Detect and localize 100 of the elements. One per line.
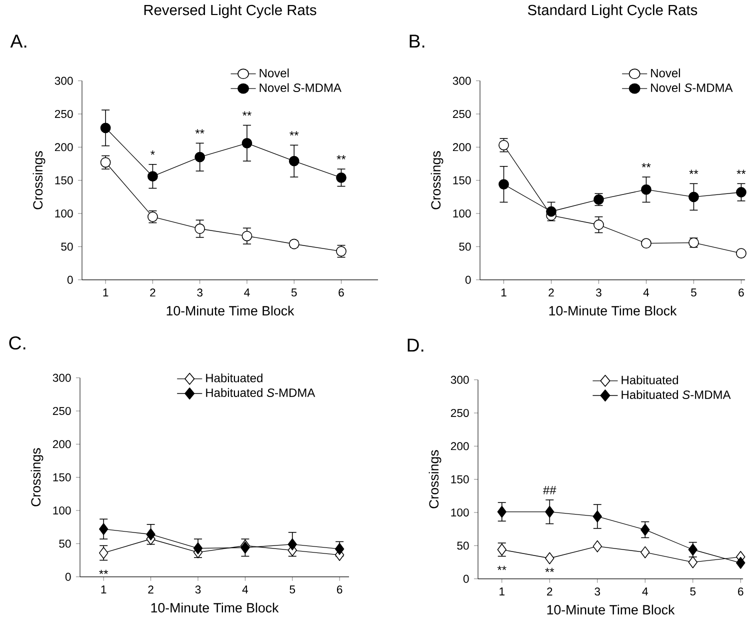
y-tick-label: 100	[453, 210, 471, 218]
x-tick-label: 5	[691, 288, 696, 297]
annotation: **	[689, 170, 698, 174]
legend-label: Novel S-MDMA	[651, 83, 733, 92]
x-tick-label: 2	[547, 588, 552, 596]
y-tick-label: 250	[450, 409, 469, 418]
text: A.	[10, 34, 26, 48]
point	[288, 538, 297, 550]
y-tick-label: 150	[451, 475, 469, 484]
point	[545, 506, 554, 518]
x-tick-label: 5	[690, 588, 696, 596]
y-tick-label: 200	[452, 143, 471, 152]
x-tick-label: 1	[501, 288, 506, 296]
x-tick-label: 4	[643, 288, 650, 296]
point	[99, 523, 108, 536]
y-tick-label: 300	[54, 76, 73, 85]
y-tick-label: 50	[61, 242, 73, 251]
point	[592, 540, 602, 552]
y-axis-title: Crossings	[428, 450, 442, 508]
y-axis-title: Crossings	[30, 448, 44, 506]
annotation: *	[150, 150, 155, 155]
x-tick-label: 1	[500, 588, 504, 596]
point	[736, 248, 746, 259]
x-tick-label: 6	[738, 588, 744, 596]
y-tick-label: 100	[55, 210, 73, 218]
y-tick-label: 150	[453, 176, 471, 184]
x-tick-label: 4	[244, 288, 250, 296]
y-tick-label: 0	[67, 276, 73, 284]
y-tick-label: 300	[52, 374, 71, 382]
annotation: **	[290, 131, 299, 136]
y-tick-label: 0	[463, 574, 469, 583]
y-tick-label: 100	[451, 508, 469, 517]
annotation: **	[195, 129, 204, 134]
text: D.	[408, 338, 424, 352]
y-tick-label: 50	[59, 540, 71, 548]
point	[242, 138, 252, 148]
y-tick-label: 200	[450, 442, 469, 450]
x-tick-label: 3	[195, 586, 201, 594]
legend-label: Novel	[260, 68, 289, 78]
point	[146, 528, 156, 540]
point	[194, 224, 206, 234]
x-axis-title: 10-Minute Time Block	[549, 306, 677, 316]
x-tick-label: 1	[101, 586, 106, 594]
annotation: **	[642, 163, 651, 168]
text: B.	[410, 34, 424, 48]
point	[100, 122, 111, 134]
y-tick-label: 200	[54, 143, 73, 152]
legend-label: Habituated	[206, 374, 262, 382]
point	[546, 206, 556, 217]
annotation: **	[242, 111, 252, 116]
y-tick-label: 250	[452, 110, 471, 118]
annotation: ##	[543, 486, 556, 494]
y-tick-label: 50	[457, 542, 469, 550]
x-tick-label: 3	[596, 288, 602, 297]
legend-label: Habituated	[622, 376, 678, 384]
x-tick-label: 4	[642, 588, 648, 596]
point	[592, 510, 602, 523]
annotation: **	[99, 570, 108, 574]
x-tick-label: 5	[291, 288, 297, 297]
y-tick-label: 200	[52, 440, 71, 448]
x-tick-label: 2	[148, 586, 154, 594]
point	[688, 192, 699, 202]
x-tick-label: 3	[197, 288, 202, 297]
x-tick-label: 6	[337, 586, 342, 594]
x-tick-label: 6	[338, 288, 344, 297]
point	[736, 187, 746, 198]
y-tick-label: 300	[450, 376, 469, 384]
x-axis-title: 10-Minute Time Block	[166, 306, 294, 316]
point	[193, 542, 203, 554]
x-tick-label: 5	[290, 586, 296, 594]
y-tick-label: 0	[465, 276, 471, 284]
x-tick-label: 1	[103, 288, 108, 296]
x-tick-label: 3	[594, 588, 600, 596]
y-tick-label: 300	[452, 76, 471, 85]
point	[498, 179, 509, 190]
point	[640, 546, 650, 558]
x-tick-label: 4	[242, 586, 248, 594]
x-tick-label: 2	[150, 288, 156, 297]
chart-title: Reversed Light Cycle Rats	[144, 4, 316, 18]
point	[545, 552, 554, 564]
y-tick-label: 50	[459, 242, 471, 251]
point	[641, 184, 652, 195]
x-tick-label: 6	[738, 288, 744, 297]
annotation: **	[736, 170, 746, 174]
point	[497, 506, 506, 518]
y-tick-label: 250	[54, 110, 73, 118]
legend-label: Habituated S-MDMA	[622, 390, 731, 400]
y-tick-label: 150	[53, 473, 71, 482]
x-axis-title: 10-Minute Time Block	[547, 604, 675, 615]
legend-label: Novel S-MDMA	[260, 83, 342, 92]
y-axis-title: Crossings	[430, 151, 444, 210]
y-tick-label: 150	[55, 176, 73, 184]
y-tick-label: 250	[52, 407, 71, 416]
y-axis-title: Crossings	[32, 151, 46, 210]
point	[148, 171, 158, 182]
x-axis-title: 10-Minute Time Block	[151, 602, 279, 613]
point	[641, 238, 652, 249]
y-tick-label: 100	[53, 506, 71, 515]
point	[594, 220, 604, 230]
annotation: **	[497, 566, 506, 570]
